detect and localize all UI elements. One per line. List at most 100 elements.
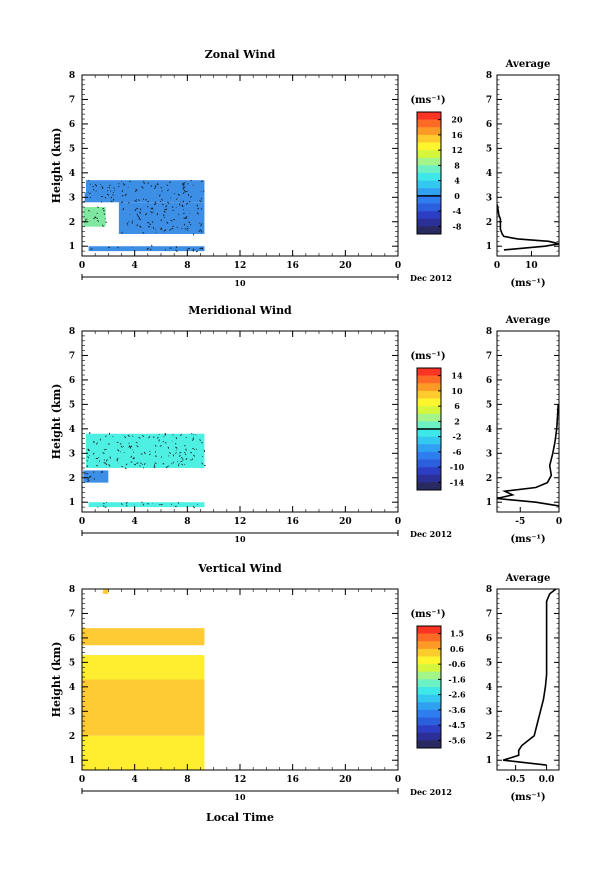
colorbar-swatch	[417, 656, 441, 665]
colorbar-swatch	[417, 173, 441, 181]
colorbar-tick-label: -4.5	[448, 720, 465, 730]
average-title: Average	[505, 59, 551, 70]
colorbar-swatch	[417, 717, 441, 726]
average-y-tick-label: 6	[486, 120, 492, 130]
panel-title: Zonal Wind	[205, 48, 276, 61]
colorbar-swatch	[417, 188, 441, 197]
x-tick-label: 0	[79, 261, 85, 271]
colorbar-unit: (ms⁻¹)	[410, 95, 445, 106]
colorbar-tick-label: -3.6	[448, 705, 466, 715]
colorbar-swatch	[417, 406, 441, 415]
y-tick-label: 1	[69, 756, 75, 766]
y-tick-label: 8	[69, 327, 75, 337]
data-region	[82, 655, 205, 680]
average-y-tick-label: 7	[486, 95, 492, 105]
x-tick-label: 16	[286, 261, 299, 271]
data-region	[103, 589, 109, 594]
colorbar-swatch	[417, 195, 441, 204]
y-tick-label: 5	[69, 400, 75, 410]
x-tick-label: 20	[339, 517, 352, 527]
y-tick-label: 4	[69, 683, 75, 693]
data-region	[88, 246, 205, 252]
y-tick-label: 3	[69, 193, 75, 203]
colorbar-tick-label: -5.6	[448, 735, 466, 745]
x-tick-label: 12	[234, 775, 247, 785]
average-x-tick-label: 0	[556, 517, 562, 527]
average-x-tick-label: -0.5	[506, 775, 525, 785]
y-tick-label: 8	[69, 71, 75, 81]
y-tick-label: 1	[69, 242, 75, 252]
date-label: Dec 2012	[410, 529, 452, 539]
colorbar-tick-label: -0.6	[448, 659, 466, 669]
y-tick-label: 7	[69, 609, 75, 619]
average-x-tick-label: -5	[515, 517, 525, 527]
colorbar-swatch	[417, 165, 441, 174]
colorbar-tick-label: -8	[453, 221, 462, 231]
contour-lines	[83, 192, 114, 203]
average-y-tick-label: 1	[486, 756, 492, 766]
colorbar-swatch	[417, 664, 441, 673]
colorbar-tick-label: 2	[454, 416, 460, 426]
y-tick-label: 4	[69, 425, 75, 435]
colorbar-swatch	[417, 398, 441, 407]
panel-title: Meridional Wind	[188, 304, 292, 317]
colorbar-swatch	[417, 429, 441, 437]
colorbar-tick-label: 10	[451, 386, 463, 396]
colorbar-unit: (ms⁻¹)	[410, 351, 445, 362]
x-tick-label: 12	[234, 261, 247, 271]
y-tick-label: 1	[69, 498, 75, 508]
colorbar-swatch	[417, 119, 441, 128]
average-y-tick-label: 8	[486, 327, 492, 337]
average-frame	[496, 74, 560, 257]
day-label: 10	[234, 792, 246, 802]
colorbar-tick-label: 12	[451, 145, 462, 155]
colorbar-frame	[416, 111, 442, 235]
y-tick-label: 5	[69, 658, 75, 668]
colorbar-swatch	[417, 180, 441, 189]
panel-title: Vertical Wind	[197, 562, 282, 575]
colorbar-tick-label: 14	[451, 371, 463, 381]
data-region	[83, 470, 109, 483]
average-y-tick-label: 1	[486, 242, 492, 252]
colorbar-swatch	[417, 390, 441, 399]
colorbar-tick-label: -14	[450, 477, 465, 487]
colorbar-swatch	[417, 474, 441, 483]
average-title: Average	[505, 315, 551, 326]
x-tick-label: 12	[234, 517, 247, 527]
average-profile-line	[502, 588, 557, 766]
contour-lines	[86, 431, 206, 470]
colorbar-swatch	[417, 368, 441, 376]
colorbar-swatch	[417, 211, 441, 220]
colorbar-swatch	[417, 383, 441, 392]
contour-lines	[97, 501, 199, 509]
average-x-tick-label: 0	[494, 261, 500, 271]
colorbar-swatch	[417, 648, 441, 657]
contour-lines	[84, 471, 103, 483]
average-y-tick-label: 8	[486, 585, 492, 595]
average-x-label: (ms⁻¹)	[510, 792, 545, 803]
x-axis-label: Local Time	[206, 811, 274, 824]
date-label: Dec 2012	[410, 273, 452, 283]
y-tick-label: 3	[69, 707, 75, 717]
average-y-tick-label: 6	[486, 376, 492, 386]
average-x-label: (ms⁻¹)	[510, 534, 545, 545]
y-tick-label: 7	[69, 351, 75, 361]
date-label: Dec 2012	[410, 787, 452, 797]
colorbar-swatch	[417, 626, 441, 634]
colorbar-unit: (ms⁻¹)	[410, 609, 445, 620]
colorbar-swatch	[417, 679, 441, 688]
colorbar-swatch	[417, 134, 441, 143]
colorbar-swatch	[417, 633, 441, 642]
colorbar-swatch	[417, 413, 441, 422]
x-tick-label: 20	[339, 261, 352, 271]
colorbar-swatch	[417, 218, 441, 227]
colorbar-swatch	[417, 725, 441, 734]
colorbar-tick-label: -10	[450, 462, 465, 472]
y-axis-label: Height (km)	[50, 128, 63, 204]
average-profile-line	[496, 404, 560, 507]
average-y-tick-label: 2	[486, 474, 492, 484]
colorbar-swatch	[417, 467, 441, 476]
colorbar-swatch	[417, 694, 441, 703]
